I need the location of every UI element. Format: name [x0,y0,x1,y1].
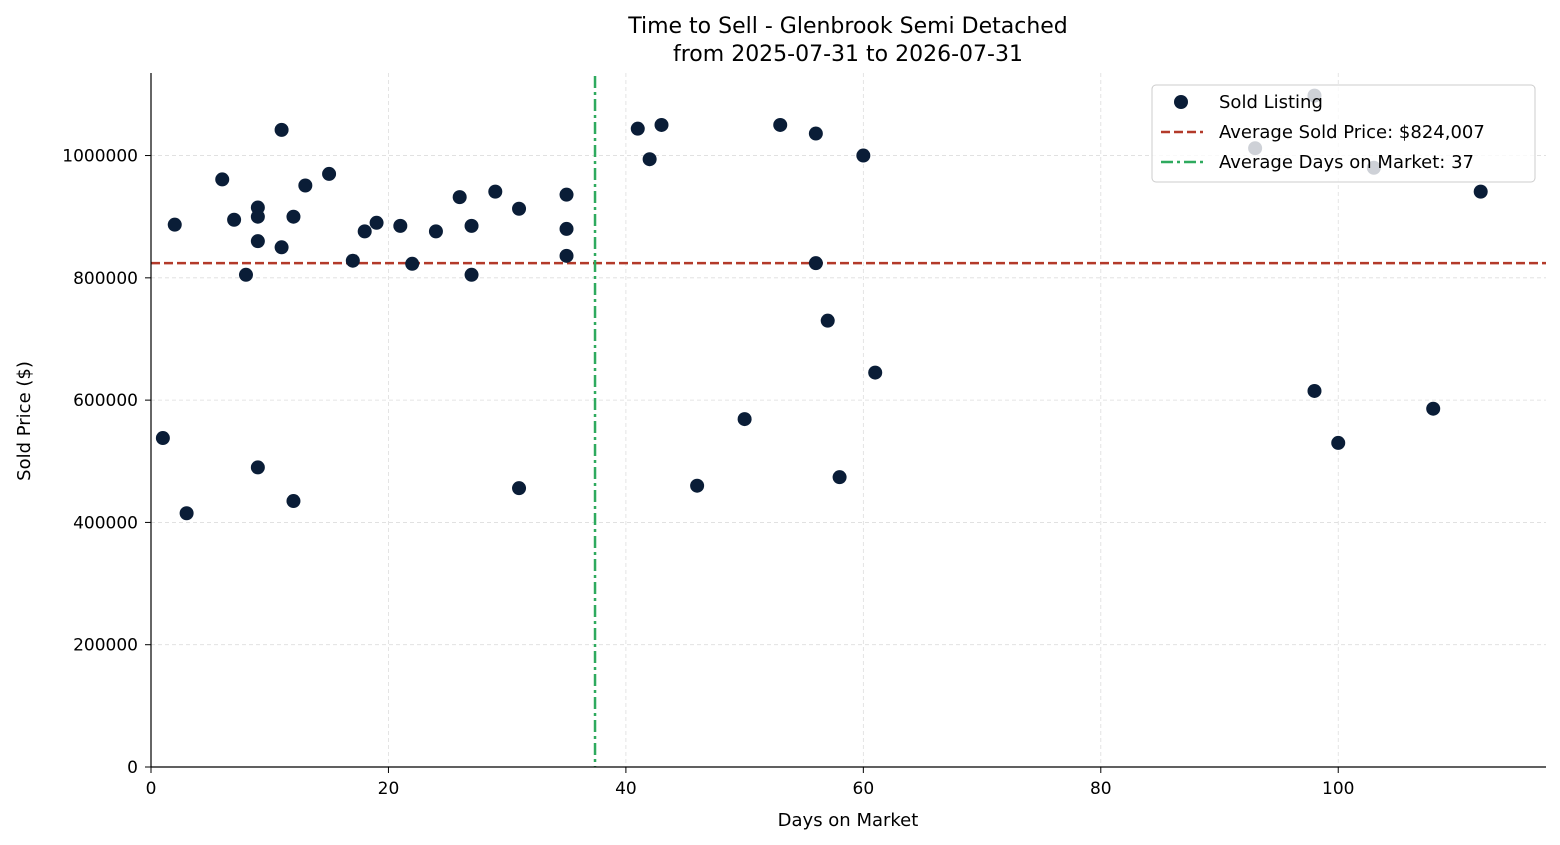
legend-label-sold-listing: Sold Listing [1219,92,1323,113]
data-point [512,201,527,216]
data-point [286,494,301,509]
data-point [286,209,301,224]
chart-subtitle: from 2025-07-31 to 2026-07-31 [673,42,1023,67]
data-point [868,365,883,380]
data-point [832,470,847,485]
x-axis-label: Days on Market [778,810,919,831]
data-point [250,209,265,224]
data-point [1331,435,1346,450]
data-point [773,117,788,132]
y-tick-label: 800000 [73,269,138,289]
x-tick-label: 100 [1322,779,1354,799]
data-point [464,218,479,233]
y-tick-label: 0 [127,758,138,778]
data-point [1307,383,1322,398]
data-point [452,190,467,205]
data-point [227,212,242,227]
data-point [274,122,289,137]
legend-label-average-days: Average Days on Market: 37 [1219,152,1474,173]
data-point [345,253,360,268]
data-point [322,166,337,181]
data-point [820,313,835,328]
x-tick-label: 0 [146,779,157,799]
y-axis-label: Sold Price ($) [14,361,35,481]
data-point [464,267,479,282]
legend-marker-sold-listing [1174,95,1188,109]
data-point [808,256,823,271]
data-point [642,152,657,167]
data-point [1473,184,1488,199]
data-point [559,221,574,236]
data-point [690,478,705,493]
data-point [250,460,265,475]
data-point [357,224,372,239]
data-point [856,148,871,163]
axes [145,73,1546,773]
data-point [512,481,527,496]
data-point [405,256,420,271]
chart-title: Time to Sell - Glenbrook Semi Detached [627,14,1068,39]
data-point [654,117,669,132]
data-point [155,431,170,446]
data-point [559,248,574,263]
data-point [179,506,194,521]
data-point [215,172,230,187]
legend-box [1151,84,1536,183]
data-point [808,126,823,141]
data-point [488,184,503,199]
x-tick-label: 60 [853,779,875,799]
x-tick-label: 80 [1090,779,1112,799]
data-point [250,234,265,249]
x-tick-label: 20 [378,779,400,799]
data-point [238,267,253,282]
y-tick-label: 600000 [73,391,138,411]
y-tick-label: 200000 [73,636,138,656]
tick-labels: 0 20 40 60 80 100 0 200000 400000 600000 800000 100… [62,147,1354,799]
data-point [737,412,752,427]
data-point [428,224,443,239]
data-point [559,187,574,202]
data-point [167,217,182,232]
reference-lines [151,76,1546,767]
x-tick-label: 40 [615,779,637,799]
data-point [630,121,645,136]
data-point [274,240,289,255]
legend-label-average-price: Average Sold Price: $824,007 [1219,122,1485,143]
legend: Sold Listing Average Sold Price: $824,00… [1151,84,1536,183]
y-tick-label: 400000 [73,513,138,533]
y-tick-label: 1000000 [62,147,138,167]
data-point [298,178,313,193]
data-point [369,215,384,230]
data-point [393,218,408,233]
data-point [1426,401,1441,416]
